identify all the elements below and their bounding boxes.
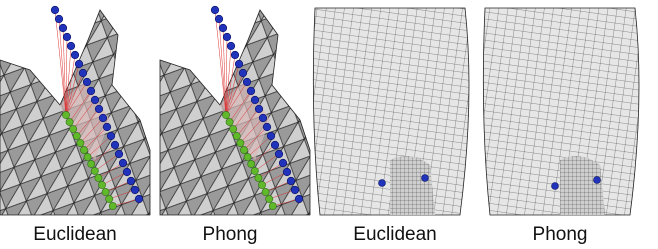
green-point bbox=[66, 118, 73, 125]
green-point bbox=[62, 111, 69, 118]
blue-point bbox=[259, 114, 267, 122]
green-point bbox=[109, 202, 116, 209]
blue-point bbox=[59, 24, 67, 32]
blue-point bbox=[255, 105, 263, 113]
green-point bbox=[102, 188, 109, 195]
green-point bbox=[226, 118, 233, 125]
blue-point bbox=[111, 141, 119, 149]
blue-point bbox=[119, 159, 127, 167]
green-point bbox=[91, 167, 98, 174]
green-point bbox=[233, 132, 240, 139]
blue-point bbox=[87, 87, 95, 95]
green-point bbox=[77, 139, 84, 146]
blue-point bbox=[103, 123, 111, 131]
blue-point bbox=[279, 159, 287, 167]
blue-point bbox=[263, 123, 271, 131]
caption: Phong bbox=[533, 224, 588, 245]
blue-point bbox=[247, 87, 255, 95]
green-point bbox=[262, 188, 269, 195]
caption: Euclidean bbox=[33, 224, 116, 245]
mesh-panel bbox=[160, 6, 310, 215]
green-point bbox=[70, 125, 77, 132]
blue-point bbox=[239, 69, 247, 77]
panels bbox=[0, 6, 645, 215]
blue-point bbox=[295, 195, 303, 203]
blue-point bbox=[71, 51, 79, 59]
blue-point bbox=[219, 24, 227, 32]
green-point bbox=[98, 181, 105, 188]
blue-point bbox=[223, 33, 231, 41]
caption: Phong bbox=[203, 224, 258, 245]
blue-point bbox=[67, 42, 75, 50]
blue-point bbox=[422, 175, 429, 182]
green-point bbox=[222, 111, 229, 118]
caption: Euclidean bbox=[353, 224, 436, 245]
green-point bbox=[244, 153, 251, 160]
green-point bbox=[230, 125, 237, 132]
blue-point bbox=[135, 195, 143, 203]
dense-mesh bbox=[390, 156, 435, 215]
blue-point bbox=[79, 69, 87, 77]
blue-point bbox=[115, 150, 123, 158]
figure: Euclidean Phong Euclidean Phong bbox=[0, 0, 658, 249]
green-point bbox=[240, 146, 247, 153]
blue-point bbox=[83, 78, 91, 86]
blue-point bbox=[291, 186, 299, 194]
blue-point bbox=[594, 177, 601, 184]
blue-point bbox=[211, 6, 219, 14]
green-point bbox=[84, 153, 91, 160]
green-point bbox=[269, 202, 276, 209]
blue-point bbox=[227, 42, 235, 50]
quad-panel bbox=[313, 8, 475, 215]
blue-point bbox=[127, 177, 135, 185]
blue-point bbox=[379, 180, 386, 187]
blue-point bbox=[235, 60, 243, 68]
green-point bbox=[266, 195, 273, 202]
blue-point bbox=[63, 33, 71, 41]
blue-point bbox=[123, 168, 131, 176]
blue-point bbox=[251, 96, 259, 104]
green-point bbox=[73, 132, 80, 139]
blue-point bbox=[55, 15, 63, 23]
blue-point bbox=[215, 15, 223, 23]
dense-mesh bbox=[560, 156, 605, 215]
blue-point bbox=[75, 60, 83, 68]
blue-point bbox=[552, 183, 559, 190]
green-point bbox=[251, 167, 258, 174]
blue-point bbox=[267, 132, 275, 140]
blue-point bbox=[107, 132, 115, 140]
blue-point bbox=[287, 177, 295, 185]
green-point bbox=[258, 181, 265, 188]
green-point bbox=[106, 195, 113, 202]
blue-point bbox=[271, 141, 279, 149]
mesh-panel bbox=[0, 6, 150, 215]
green-point bbox=[237, 139, 244, 146]
blue-point bbox=[95, 105, 103, 113]
blue-point bbox=[91, 96, 99, 104]
quad-panel bbox=[483, 8, 645, 215]
green-point bbox=[248, 160, 255, 167]
blue-point bbox=[99, 114, 107, 122]
blue-point bbox=[51, 6, 59, 14]
blue-point bbox=[275, 150, 283, 158]
blue-point bbox=[231, 51, 239, 59]
green-point bbox=[95, 174, 102, 181]
green-point bbox=[255, 174, 262, 181]
green-point bbox=[80, 146, 87, 153]
blue-point bbox=[283, 168, 291, 176]
green-point bbox=[88, 160, 95, 167]
blue-point bbox=[131, 186, 139, 194]
blue-point bbox=[243, 78, 251, 86]
